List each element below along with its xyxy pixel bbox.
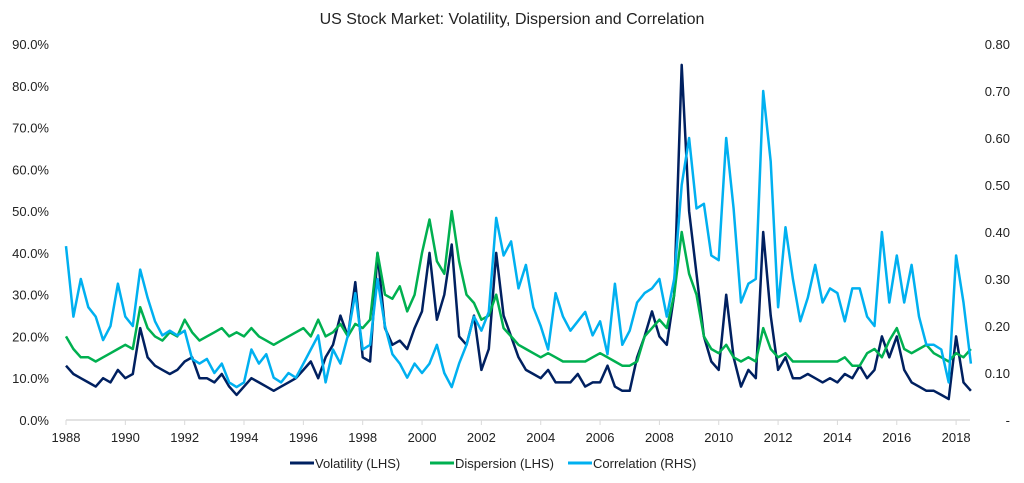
left-y-tick-label: 0.0% bbox=[19, 413, 49, 428]
legend-item: Correlation (RHS) bbox=[568, 456, 696, 471]
legend-label: Dispersion (LHS) bbox=[455, 456, 554, 471]
x-tick-label: 1988 bbox=[52, 430, 81, 445]
x-tick-label: 2002 bbox=[467, 430, 496, 445]
legend-label: Volatility (LHS) bbox=[315, 456, 400, 471]
legend-item: Volatility (LHS) bbox=[290, 456, 400, 471]
legend: Volatility (LHS) Dispersion (LHS) Correlat… bbox=[290, 456, 696, 471]
left-y-tick-label: 70.0% bbox=[12, 121, 49, 136]
left-y-tick-label: 80.0% bbox=[12, 79, 49, 94]
right-y-tick-label: 0.20 bbox=[985, 319, 1010, 334]
x-tick-label: 2016 bbox=[882, 430, 911, 445]
x-tick-label: 2014 bbox=[823, 430, 852, 445]
left-y-tick-label: 60.0% bbox=[12, 162, 49, 177]
left-y-tick-label: 90.0% bbox=[12, 37, 49, 52]
right-y-tick-label: 0.80 bbox=[985, 37, 1010, 52]
left-y-tick-label: 50.0% bbox=[12, 204, 49, 219]
right-y-tick-label: 0.50 bbox=[985, 178, 1010, 193]
x-tick-label: 1998 bbox=[348, 430, 377, 445]
x-tick-label: 1996 bbox=[289, 430, 318, 445]
right-y-tick-label: 0.10 bbox=[985, 366, 1010, 381]
x-tick-label: 2004 bbox=[526, 430, 555, 445]
left-y-tick-label: 20.0% bbox=[12, 329, 49, 344]
right-y-tick-label: 0.70 bbox=[985, 84, 1010, 99]
left-y-tick-label: 10.0% bbox=[12, 371, 49, 386]
chart-title: US Stock Market: Volatility, Dispersion … bbox=[320, 11, 705, 28]
right-y-tick-label: - bbox=[1006, 413, 1010, 428]
x-tick-label: 1992 bbox=[170, 430, 199, 445]
x-tick-label: 2018 bbox=[942, 430, 971, 445]
series-lines bbox=[64, 63, 973, 401]
right-y-tick-label: 0.30 bbox=[985, 272, 1010, 287]
x-axis-ticks: 1988 1990 1992 1994 1996 1998 2000 2002 2004 2006… bbox=[52, 420, 971, 445]
left-y-tick-label: 40.0% bbox=[12, 246, 49, 261]
left-y-axis: 0.0% 10.0% 20.0% 30.0% 40.0% 50.0% 60.0% 70.0% 8… bbox=[12, 37, 49, 428]
series-line-volatility bbox=[65, 63, 972, 401]
left-y-tick-label: 30.0% bbox=[12, 288, 49, 303]
right-y-axis: - 0.10 0.20 0.30 0.40 0.50 0.60 0.70 0.80 bbox=[985, 37, 1010, 428]
right-y-tick-label: 0.60 bbox=[985, 131, 1010, 146]
legend-item: Dispersion (LHS) bbox=[430, 456, 554, 471]
x-tick-label: 1994 bbox=[230, 430, 259, 445]
series-line-dispersion bbox=[64, 209, 972, 367]
legend-label: Correlation (RHS) bbox=[593, 456, 696, 471]
x-tick-label: 2006 bbox=[586, 430, 615, 445]
x-tick-label: 1990 bbox=[111, 430, 140, 445]
series-line-correlation bbox=[64, 89, 973, 389]
x-tick-label: 2010 bbox=[704, 430, 733, 445]
x-tick-label: 2000 bbox=[408, 430, 437, 445]
x-tick-label: 2008 bbox=[645, 430, 674, 445]
right-y-tick-label: 0.40 bbox=[985, 225, 1010, 240]
x-tick-label: 2012 bbox=[764, 430, 793, 445]
